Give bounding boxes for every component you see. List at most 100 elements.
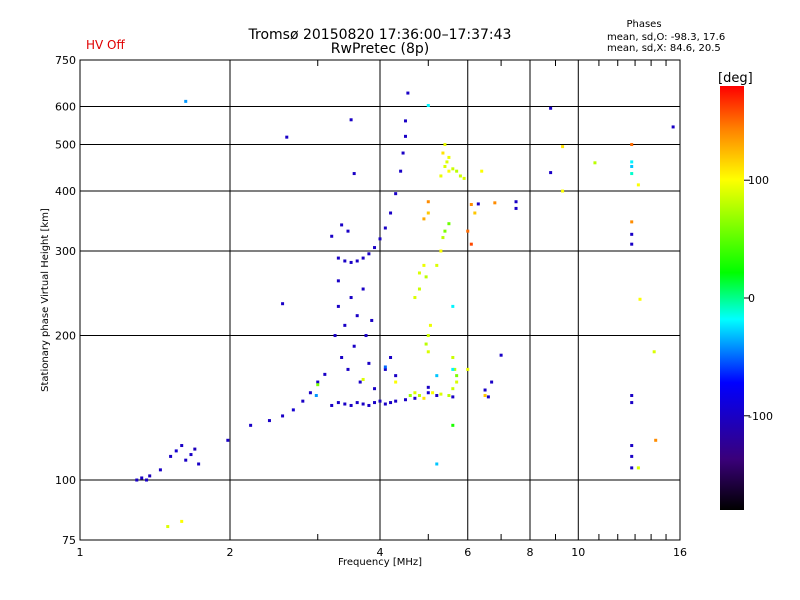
x-tick-label: 10 xyxy=(571,546,585,559)
data-point xyxy=(466,367,470,371)
data-point xyxy=(336,304,340,308)
data-point xyxy=(336,256,340,260)
data-point xyxy=(561,145,565,149)
data-point xyxy=(447,222,451,226)
data-point xyxy=(333,334,337,338)
data-point xyxy=(355,401,359,405)
data-point xyxy=(483,394,487,398)
data-point xyxy=(174,449,178,453)
data-point xyxy=(355,259,359,263)
data-point xyxy=(483,388,487,392)
data-point xyxy=(403,119,407,123)
colorbar-tick-label: 0 xyxy=(748,292,755,305)
data-point xyxy=(184,458,188,462)
data-point xyxy=(451,304,455,308)
data-point xyxy=(439,392,443,396)
x-tick-label: 1 xyxy=(77,546,84,559)
stats-title: Phases xyxy=(626,19,662,30)
data-point xyxy=(314,394,318,398)
data-point xyxy=(447,169,451,173)
data-point xyxy=(453,367,457,371)
data-point xyxy=(352,172,356,176)
data-point xyxy=(389,211,393,215)
data-point xyxy=(469,242,473,246)
data-point xyxy=(435,263,439,267)
data-point xyxy=(561,189,565,193)
data-point xyxy=(431,391,435,395)
data-point xyxy=(361,402,365,406)
data-point xyxy=(426,200,430,204)
data-point xyxy=(443,164,447,168)
colorbar-tick-label: -100 xyxy=(748,410,773,423)
data-point xyxy=(267,419,271,423)
data-point xyxy=(428,323,432,327)
data-point xyxy=(426,334,430,338)
data-point xyxy=(316,383,320,387)
data-point xyxy=(652,350,656,354)
x-axis-label: Frequency [MHz] xyxy=(337,557,423,568)
data-point xyxy=(361,256,365,260)
y-axis-label: Stationary phase Virtual Height [km] xyxy=(40,208,51,392)
data-point xyxy=(378,399,382,403)
data-point xyxy=(630,401,634,405)
data-point xyxy=(413,396,417,400)
data-point xyxy=(462,176,466,180)
data-point xyxy=(140,476,144,480)
data-point xyxy=(408,394,412,398)
data-point xyxy=(180,444,184,448)
data-point xyxy=(285,135,289,139)
data-point xyxy=(383,365,387,369)
data-point xyxy=(435,374,439,378)
data-point xyxy=(469,202,473,206)
chart-title: Tromsø 20150820 17:36:00–17:37:43 xyxy=(248,27,512,43)
data-point xyxy=(383,226,387,230)
data-point xyxy=(383,402,387,406)
data-point xyxy=(316,380,320,384)
data-points xyxy=(135,91,675,529)
data-point xyxy=(406,91,410,95)
data-point xyxy=(417,287,421,291)
data-point xyxy=(364,334,368,338)
data-point xyxy=(486,395,490,399)
data-point xyxy=(399,169,403,173)
data-point xyxy=(490,380,494,384)
data-point xyxy=(451,367,455,371)
data-point xyxy=(361,377,365,381)
data-point xyxy=(373,387,377,391)
data-point xyxy=(394,192,398,196)
data-point xyxy=(352,344,356,348)
data-point xyxy=(394,399,398,403)
data-point xyxy=(455,169,459,173)
data-point xyxy=(169,454,173,458)
x-tick-label: 6 xyxy=(464,546,471,559)
data-point xyxy=(426,350,430,354)
data-point xyxy=(184,99,188,103)
data-point xyxy=(445,160,449,164)
stats-o-mode: mean, sd,O: -98.3, 17.6 xyxy=(607,32,726,43)
data-point xyxy=(426,103,430,107)
data-point xyxy=(422,396,426,400)
plot-grid xyxy=(79,59,681,541)
data-point xyxy=(403,134,407,138)
data-point xyxy=(383,367,387,371)
data-point xyxy=(361,287,365,291)
data-point xyxy=(630,394,634,398)
data-point xyxy=(166,525,170,529)
data-point xyxy=(435,394,439,398)
x-tick-label: 4 xyxy=(377,546,384,559)
x-tick-label: 8 xyxy=(527,546,534,559)
data-point xyxy=(671,125,675,129)
data-point xyxy=(180,519,184,523)
data-point xyxy=(358,380,362,384)
data-point xyxy=(499,353,503,357)
data-point xyxy=(549,171,553,175)
data-point xyxy=(654,438,658,442)
data-point xyxy=(401,151,405,155)
x-tick-label: 16 xyxy=(673,546,687,559)
data-point xyxy=(426,385,430,389)
data-point xyxy=(336,401,340,405)
data-point xyxy=(458,174,462,178)
data-point xyxy=(480,169,484,173)
data-point xyxy=(630,242,634,246)
